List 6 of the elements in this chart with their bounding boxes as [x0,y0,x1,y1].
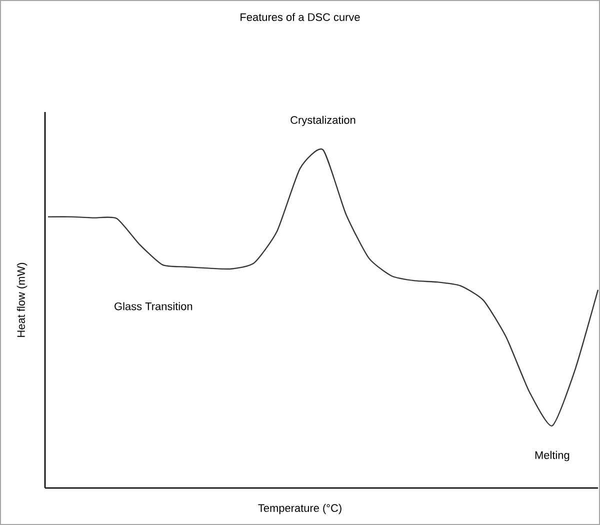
annotation: Glass Transition [114,302,192,310]
y-axis-title: Heat flow (mW) [16,262,28,337]
chart-title: Features of a DSC curve [240,12,360,22]
text: Crystalization [290,116,356,126]
x-axis-title: Temperature (°C) [258,504,342,514]
annotation: Melting [535,450,570,462]
